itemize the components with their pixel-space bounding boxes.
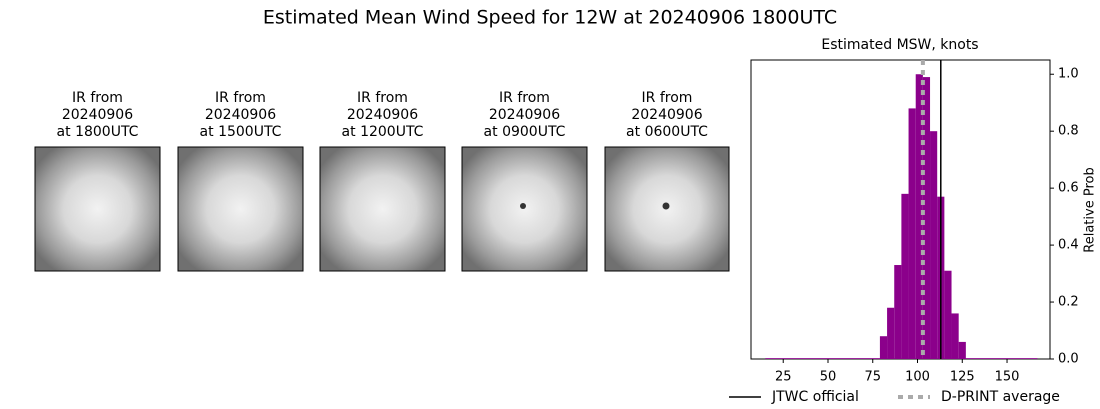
x-tick-label: 25 [775,370,792,385]
y-tick-label: 0.8 [1058,124,1079,139]
y-tick-label: 0.2 [1058,295,1079,310]
image-caption: at 1500UTC [200,124,282,140]
bar [887,307,895,359]
image-caption: 20240906 [205,107,276,123]
bar [901,193,909,359]
y-axis-label: Relative Prob [1083,167,1098,252]
image-caption: 20240906 [62,107,133,123]
y-tick-label: 0.4 [1058,238,1079,253]
image-caption: at 0900UTC [484,124,566,140]
x-tick-label: 150 [995,370,1020,385]
bar [965,358,1038,359]
bar [894,265,902,359]
bar [930,131,938,359]
bar [944,270,952,359]
ir-image [319,146,446,272]
y-tick-label: 0.0 [1058,352,1079,367]
storm-eye [662,202,670,210]
image-caption: 20240906 [631,107,702,123]
x-tick-label: 50 [820,370,837,385]
image-caption: IR from [499,90,550,106]
image-caption: at 1800UTC [57,124,139,140]
bar [879,336,888,359]
figure-title: Estimated Mean Wind Speed for 12W at 202… [263,7,837,29]
bar [765,358,880,359]
bar [922,77,931,359]
image-caption: 20240906 [347,107,418,123]
bar [951,313,959,359]
x-tick-label: 75 [864,370,881,385]
legend-label: D-PRINT average [941,389,1060,405]
bar [908,108,916,360]
image-caption: at 1200UTC [342,124,424,140]
ir-image [461,146,588,272]
y-tick-label: 1.0 [1058,67,1079,82]
legend-label: JTWC official [771,389,859,405]
bar [915,74,923,359]
image-caption: IR from [215,90,266,106]
satellite-images [34,146,730,272]
bar [958,341,966,359]
x-tick-label: 125 [950,370,975,385]
ir-image [34,146,161,272]
ir-image [177,146,304,272]
image-caption: at 0600UTC [626,124,708,140]
x-tick-label: 100 [905,370,930,385]
image-caption: IR from [357,90,408,106]
image-caption: IR from [72,90,123,106]
storm-eye [520,203,526,209]
chart-title: Estimated MSW, knots [821,37,978,53]
image-caption: IR from [642,90,693,106]
y-tick-label: 0.6 [1058,181,1079,196]
image-caption: 20240906 [489,107,560,123]
